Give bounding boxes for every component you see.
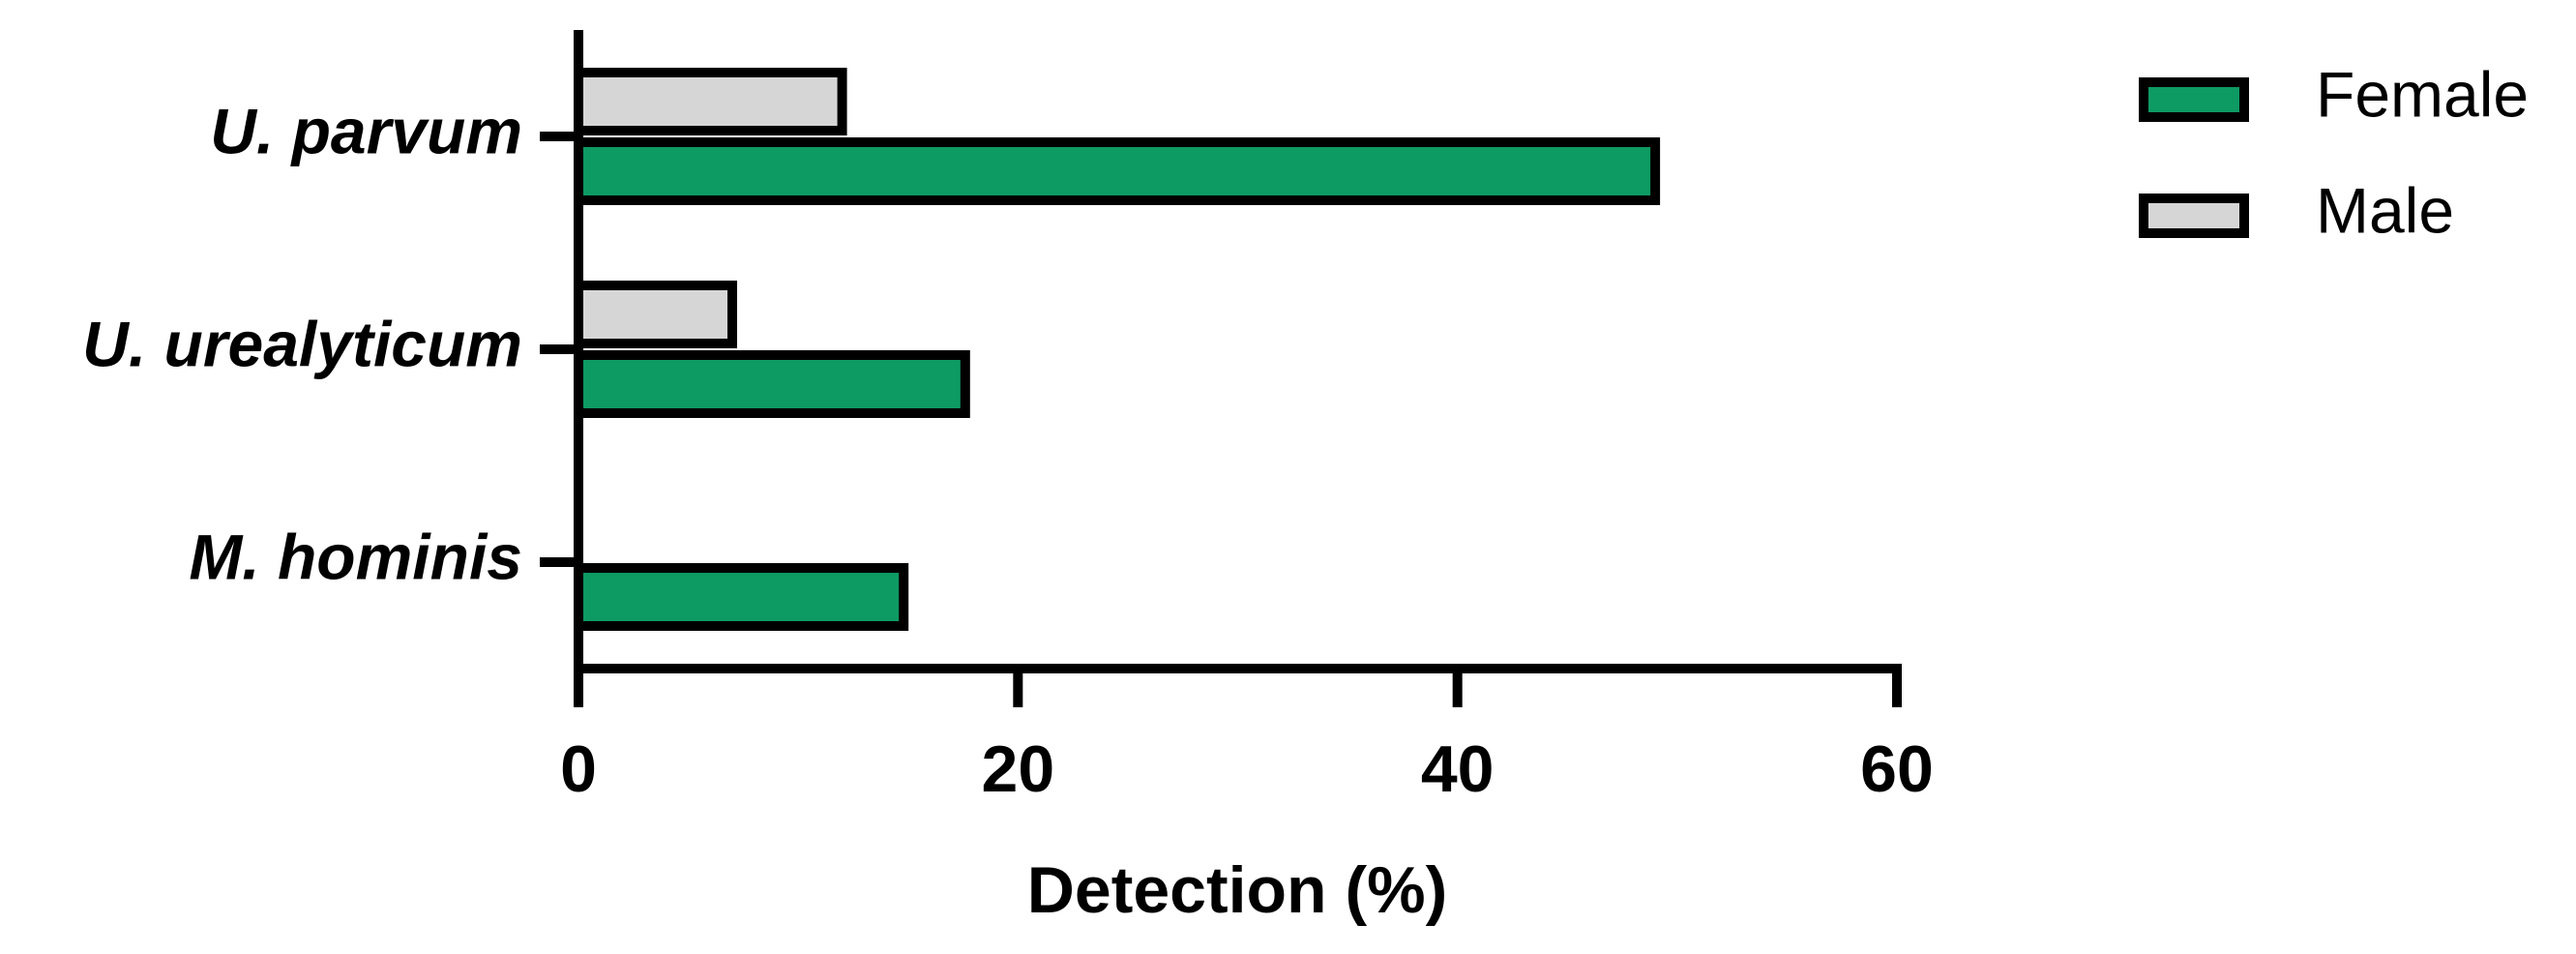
y-tick-label: M. hominis xyxy=(189,521,522,592)
y-tick-label: U. urealyticum xyxy=(82,308,522,379)
legend-swatch xyxy=(2139,194,2249,238)
legend-swatch xyxy=(2139,77,2249,122)
legend-label: Female xyxy=(2316,58,2529,130)
x-tick-label: 0 xyxy=(560,732,597,806)
y-tick-label: U. parvum xyxy=(210,95,522,166)
bar xyxy=(574,68,847,135)
legend-label: Male xyxy=(2316,174,2454,246)
bar xyxy=(574,281,738,348)
x-axis-title: Detection (%) xyxy=(1027,853,1447,927)
bar xyxy=(574,350,970,418)
x-tick-label: 60 xyxy=(1860,732,1934,806)
x-tick-label: 20 xyxy=(982,732,1055,806)
bar xyxy=(574,563,909,631)
x-tick-label: 40 xyxy=(1421,732,1495,806)
bar xyxy=(574,137,1661,205)
